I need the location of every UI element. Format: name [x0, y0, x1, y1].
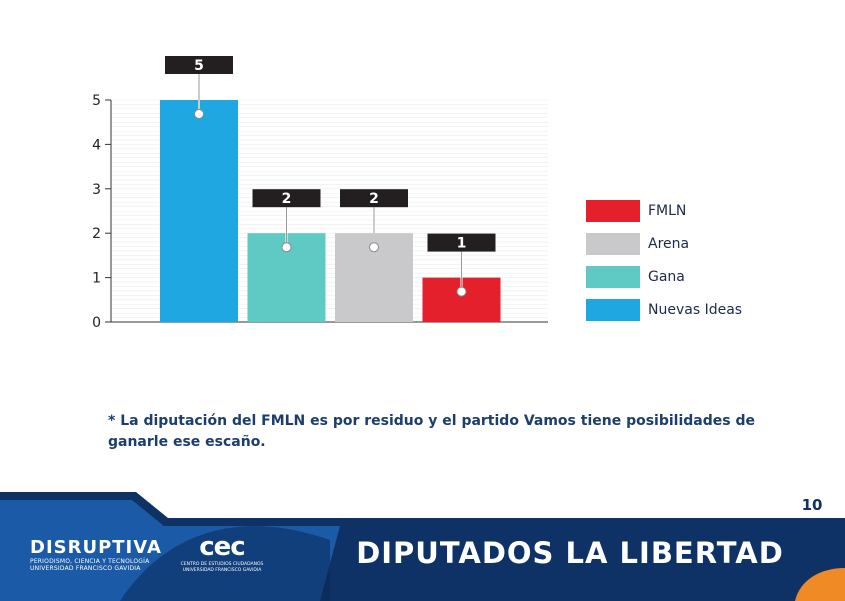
cec-logo-mark: cec — [199, 532, 245, 562]
data-label: 1 — [457, 236, 467, 252]
legend-item-gana: Gana — [586, 266, 742, 288]
legend-swatch-gana — [586, 266, 640, 288]
y-tick-label: 5 — [92, 93, 101, 109]
data-label: 2 — [282, 191, 292, 207]
disruptiva-logo: DISRUPTIVA PERIODISMO, CIENCIA Y TECNOLO… — [30, 537, 162, 573]
legend-label-nuevas-ideas: Nuevas Ideas — [648, 302, 743, 318]
data-label-box — [340, 189, 408, 208]
legend-swatch-nuevas-ideas — [586, 299, 640, 321]
y-tick-label: 1 — [92, 271, 101, 287]
y-tick-label: 4 — [92, 137, 101, 153]
footer-title: DIPUTADOS LA LIBERTAD — [356, 536, 784, 570]
legend-swatch-fmln — [586, 200, 640, 222]
data-label-box — [165, 56, 233, 74]
y-tick-label: 2 — [92, 226, 101, 242]
legend-label-arena: Arena — [648, 236, 690, 252]
cec-logo: cec CENTRO DE ESTUDIOS CIUDADANOS UNIVER… — [176, 532, 268, 574]
data-label-dot — [194, 109, 204, 119]
cec-logo-sub1: CENTRO DE ESTUDIOS CIUDADANOS — [180, 562, 264, 567]
disruptiva-logo-sub1: PERIODISMO, CIENCIA Y TECNOLOGÍA — [30, 558, 150, 565]
disruptiva-logo-name: DISRUPTIVA — [30, 537, 162, 558]
y-tick-label: 0 — [92, 315, 101, 331]
disruptiva-logo-sub2: UNIVERSIDAD FRANCISCO GAVIDIA — [30, 565, 141, 572]
y-tick-label: 3 — [92, 182, 101, 198]
bar-chart: 0 1 2 3 4 5 5 2 2 1 — [92, 56, 548, 331]
data-label-dot — [281, 242, 292, 253]
legend-item-nuevas-ideas: Nuevas Ideas — [586, 299, 742, 321]
data-label-dot — [369, 242, 379, 253]
footnote: * La diputación del FMLN es por residuo … — [108, 413, 755, 450]
chart-legend: FMLN Arena Gana Nuevas Ideas — [586, 200, 742, 321]
cec-logo-sub2: UNIVERSIDAD FRANCISCO GAVIDIA — [182, 568, 262, 573]
bar — [160, 100, 238, 322]
legend-label-fmln: FMLN — [648, 203, 687, 219]
legend-swatch-arena — [586, 233, 640, 255]
data-label: 5 — [194, 58, 204, 74]
data-label-dot — [456, 286, 467, 297]
data-label: 2 — [369, 191, 379, 207]
legend-label-gana: Gana — [648, 269, 685, 285]
data-label-box — [252, 189, 321, 208]
legend-item-arena: Arena — [586, 233, 742, 255]
footer-orange-accent — [795, 568, 845, 601]
legend-item-fmln: FMLN — [586, 200, 742, 222]
page-number: 10 — [801, 496, 823, 514]
data-label-box — [427, 233, 496, 252]
